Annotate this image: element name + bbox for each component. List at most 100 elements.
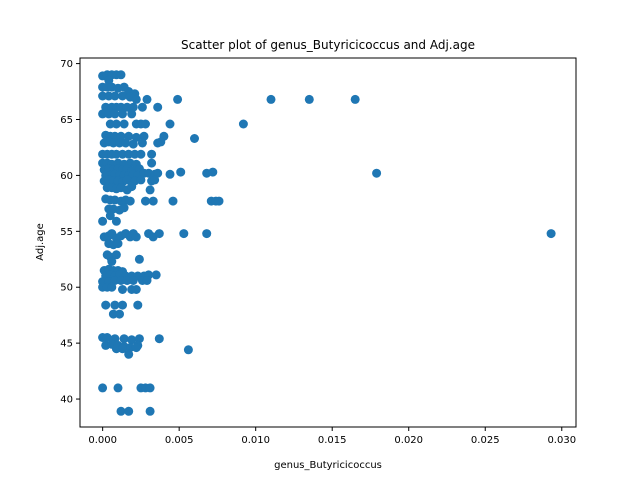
scatter-point (165, 169, 175, 179)
scatter-point (183, 345, 193, 355)
scatter-point (131, 285, 141, 294)
scatter-point (202, 229, 212, 239)
chart-title: Scatter plot of genus_Butyricicoccus and… (181, 38, 475, 52)
scatter-point (110, 91, 120, 101)
scatter-point (154, 229, 164, 239)
scatter-point (116, 406, 126, 416)
scatter-point (168, 196, 178, 206)
scatter-point (153, 168, 163, 178)
scatter-point (107, 257, 117, 266)
y-tick-label: 50 (60, 283, 73, 294)
scatter-point (190, 134, 199, 143)
scatter-point (131, 132, 141, 142)
scatter-point (118, 109, 127, 119)
scatter-point (118, 300, 127, 310)
scatter-point (98, 383, 108, 393)
scatter-point (102, 333, 112, 342)
scatter-point (111, 119, 121, 129)
scatter-point (119, 334, 129, 344)
x-tick-label: 0.010 (241, 435, 270, 446)
y-axis: 40 45 50 55 60 65 70 (60, 59, 80, 406)
x-tick-label: 0.025 (471, 435, 500, 446)
scatter-point (119, 203, 129, 213)
scatter-point (214, 196, 224, 206)
y-axis-label: Adj.age (35, 223, 46, 261)
x-tick-label: 0.000 (88, 435, 117, 446)
y-tick-label: 70 (60, 59, 73, 70)
scatter-point (131, 232, 141, 242)
scatter-point (101, 300, 111, 310)
scatter-point (145, 383, 155, 393)
x-tick-label: 0.030 (547, 435, 576, 446)
scatter-point (266, 94, 276, 104)
scatter-point (124, 349, 134, 359)
scatter-point (173, 94, 183, 104)
scatter-point (137, 102, 147, 112)
scatter-point (110, 109, 120, 119)
y-tick-label: 45 (60, 339, 73, 350)
scatter-point (118, 91, 127, 101)
scatter-point (350, 94, 360, 104)
scatter-point (136, 149, 146, 159)
scatter-point (113, 383, 123, 393)
x-tick-label: 0.015 (318, 435, 347, 446)
scatter-point (141, 196, 150, 206)
scatter-point (145, 406, 155, 416)
scatter-point (118, 285, 127, 294)
scatter-point (110, 300, 120, 310)
scatter-point (176, 167, 186, 177)
points-layer (98, 70, 556, 416)
scatter-point (148, 196, 158, 206)
scatter-point (111, 216, 121, 226)
scatter-point (145, 185, 155, 195)
scatter-point (147, 149, 157, 159)
scatter-point (116, 70, 126, 80)
scatter-point (304, 94, 314, 104)
scatter-point (372, 168, 382, 178)
scatter-point (127, 109, 137, 119)
scatter-point (121, 138, 131, 148)
scatter-point (165, 119, 175, 129)
y-tick-label: 65 (60, 115, 73, 126)
scatter-point (122, 276, 132, 285)
scatter-point (115, 309, 124, 319)
scatter-point (128, 276, 138, 285)
y-tick-label: 60 (60, 171, 73, 182)
scatter-point (147, 158, 157, 168)
scatter-point (142, 276, 152, 285)
scatter-point (208, 167, 218, 177)
scatter-point (131, 343, 141, 353)
y-tick-label: 40 (60, 395, 73, 406)
scatter-point (107, 282, 117, 292)
scatter-point (113, 239, 123, 249)
scatter-point (151, 270, 161, 280)
scatter-point (124, 406, 134, 416)
scatter-point (122, 102, 132, 112)
scatter-point (238, 119, 248, 129)
scatter-point (98, 91, 108, 101)
plot-area-frame (79, 57, 577, 428)
scatter-point (128, 139, 138, 149)
scatter-point (134, 254, 144, 264)
scatter-point (141, 119, 150, 129)
scatter-point (127, 182, 137, 192)
y-tick-label: 55 (60, 227, 73, 238)
scatter-point (154, 334, 164, 344)
scatter-point (136, 175, 146, 185)
scatter-point (98, 109, 108, 119)
scatter-point (156, 137, 166, 147)
x-tick-label: 0.020 (394, 435, 423, 446)
scatter-point (137, 138, 147, 148)
scatter-point (116, 131, 126, 141)
scatter-point (153, 102, 163, 112)
scatter-point (118, 149, 127, 159)
scatter-point (124, 131, 134, 141)
scatter-point (546, 229, 556, 239)
x-axis-label: genus_Butyricicoccus (274, 460, 382, 471)
scatter-point (150, 175, 160, 185)
scatter-point (142, 94, 152, 104)
scatter-point (119, 119, 129, 129)
scatter-point (133, 300, 143, 310)
scatter-point (105, 211, 115, 221)
